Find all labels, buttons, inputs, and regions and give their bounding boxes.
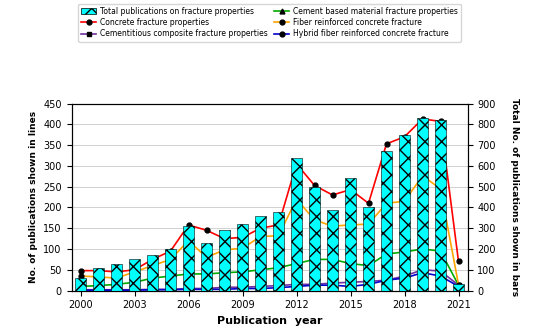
Bar <box>309 187 320 291</box>
Bar <box>164 249 177 291</box>
Bar <box>236 224 249 291</box>
X-axis label: Publication  year: Publication year <box>217 316 322 326</box>
Bar <box>273 212 284 291</box>
Bar <box>129 260 140 291</box>
Bar <box>147 255 158 291</box>
Bar <box>219 230 230 291</box>
Bar <box>92 268 104 291</box>
Bar <box>75 278 86 291</box>
Bar <box>362 207 375 291</box>
Bar <box>183 226 194 291</box>
Bar <box>381 151 392 291</box>
Bar <box>111 264 122 291</box>
Bar <box>434 120 447 291</box>
Y-axis label: No. of publications shown in lines: No. of publications shown in lines <box>29 111 37 283</box>
Y-axis label: Total No. of publications shown in bars: Total No. of publications shown in bars <box>510 98 519 296</box>
Bar <box>290 158 303 291</box>
Bar <box>201 243 212 291</box>
Bar <box>327 209 338 291</box>
Bar <box>399 135 410 291</box>
Bar <box>453 284 464 291</box>
Bar <box>255 216 266 291</box>
Bar <box>417 118 428 291</box>
Bar <box>345 178 356 291</box>
Legend: Total publications on fracture properties, Concrete fracture properties, Cementi: Total publications on fracture propertie… <box>78 4 461 41</box>
